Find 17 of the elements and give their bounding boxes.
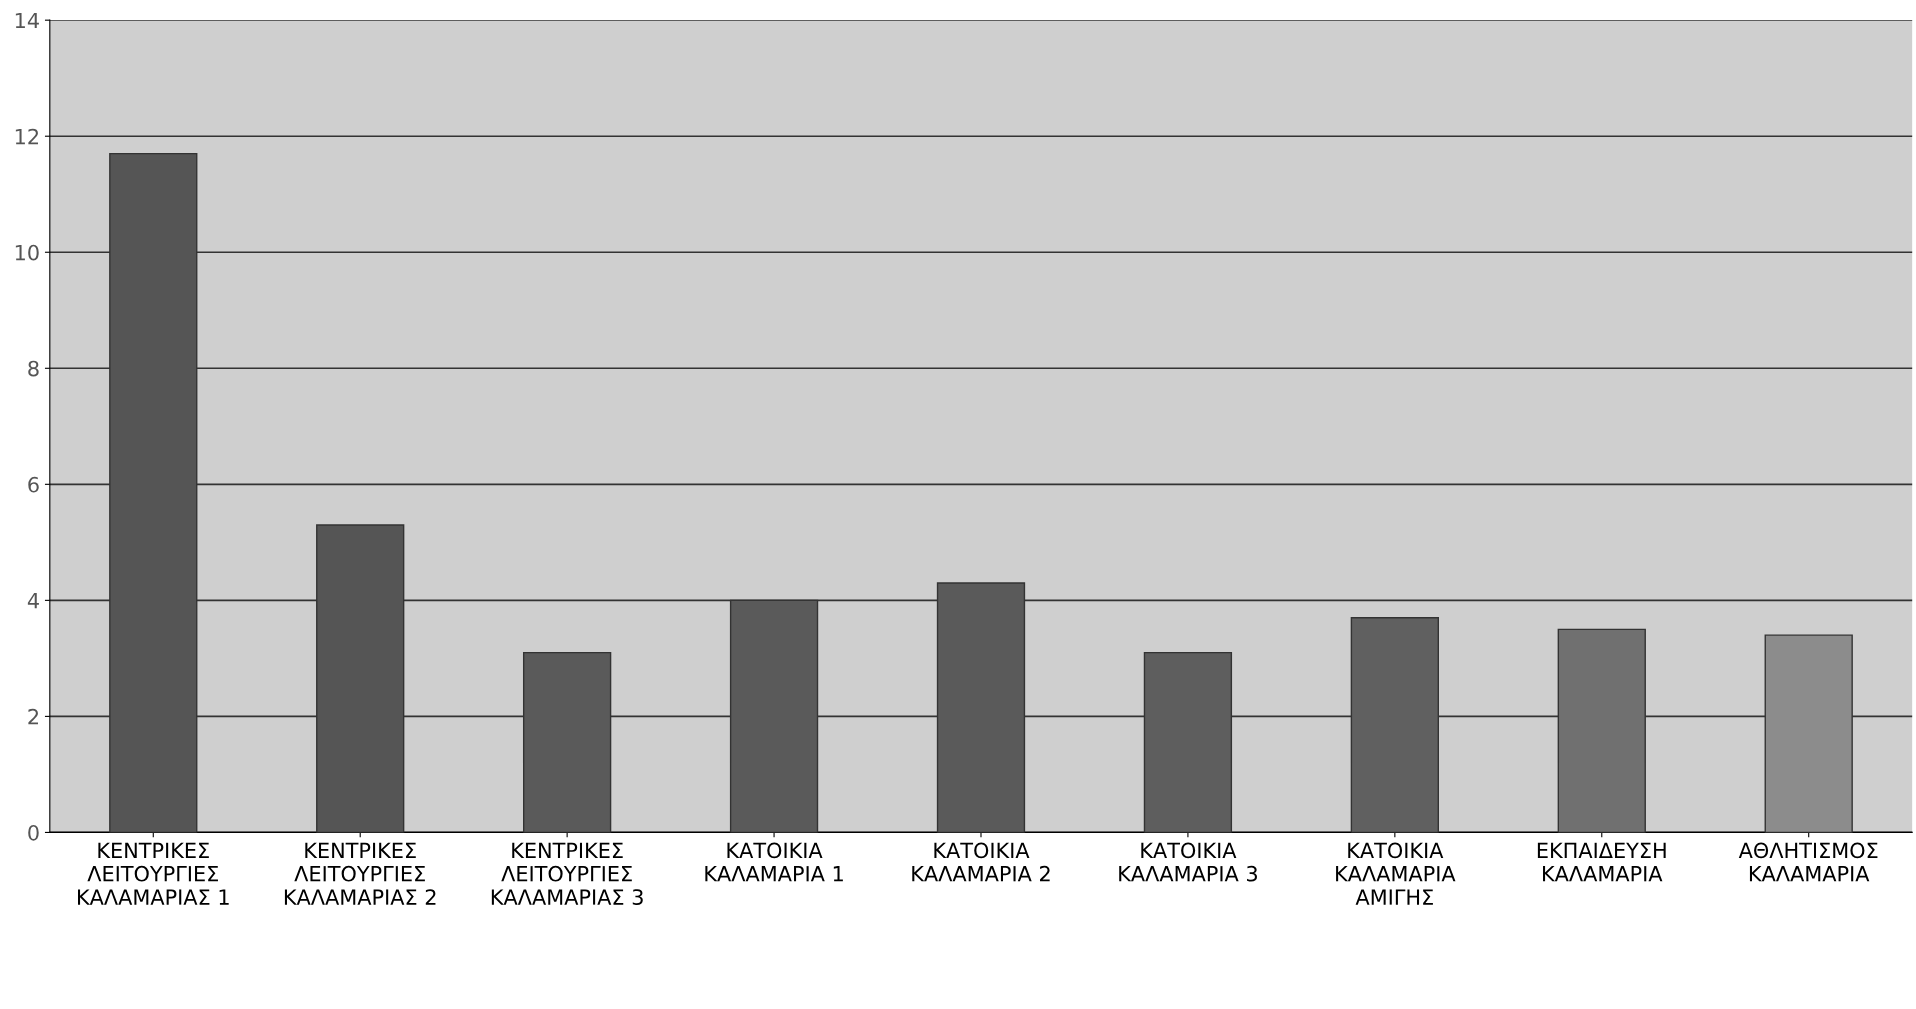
y-tick-label: 10 xyxy=(15,244,39,261)
y-tick-label: 12 xyxy=(15,128,39,145)
y-tick-label: 2 xyxy=(28,708,39,725)
y-tick-label: 6 xyxy=(28,476,39,493)
x-tick-label: ΕΚΠΑΙΔΕΥΣΗ ΚΑΛΑΜΑΡΙΑ xyxy=(1537,842,1666,882)
x-tick-label: ΚΑΤΟΙΚΙΑ ΚΑΛΑΜΑΡΙΑ 2 xyxy=(912,842,1050,882)
y-tick-label: 14 xyxy=(15,12,39,29)
y-tick-label: 0 xyxy=(28,824,39,841)
x-tick-label: ΚΕΝΤΡΙΚΕΣ ΛΕΙΤΟΥΡΓΙΕΣ ΚΑΛΑΜΑΡΙΑΣ 1 xyxy=(78,842,229,905)
x-tick-label: ΚΑΤΟΙΚΙΑ ΚΑΛΑΜΑΡΙΑ ΑΜΙΓΗΣ xyxy=(1336,842,1456,905)
y-tick-label: 8 xyxy=(28,360,39,377)
x-tick-label: ΚΕΝΤΡΙΚΕΣ ΛΕΙΤΟΥΡΓΙΕΣ ΚΑΛΑΜΑΡΙΑΣ 3 xyxy=(491,842,643,905)
x-tick-label: ΚΑΤΟΙΚΙΑ ΚΑΛΑΜΑΡΙΑ 1 xyxy=(705,842,843,882)
y-tick-label: 4 xyxy=(27,593,39,609)
x-tick-label: ΚΕΝΤΡΙΚΕΣ ΛΕΙΤΟΥΡΓΙΕΣ ΚΑΛΑΜΑΡΙΑΣ 2 xyxy=(284,842,436,905)
x-tick-label: ΑΘΛΗΤΙΣΜΟΣ ΚΑΛΑΜΑΡΙΑ xyxy=(1738,842,1878,882)
x-tick-label: ΚΑΤΟΙΚΙΑ ΚΑΛΑΜΑΡΙΑ 3 xyxy=(1119,842,1257,882)
